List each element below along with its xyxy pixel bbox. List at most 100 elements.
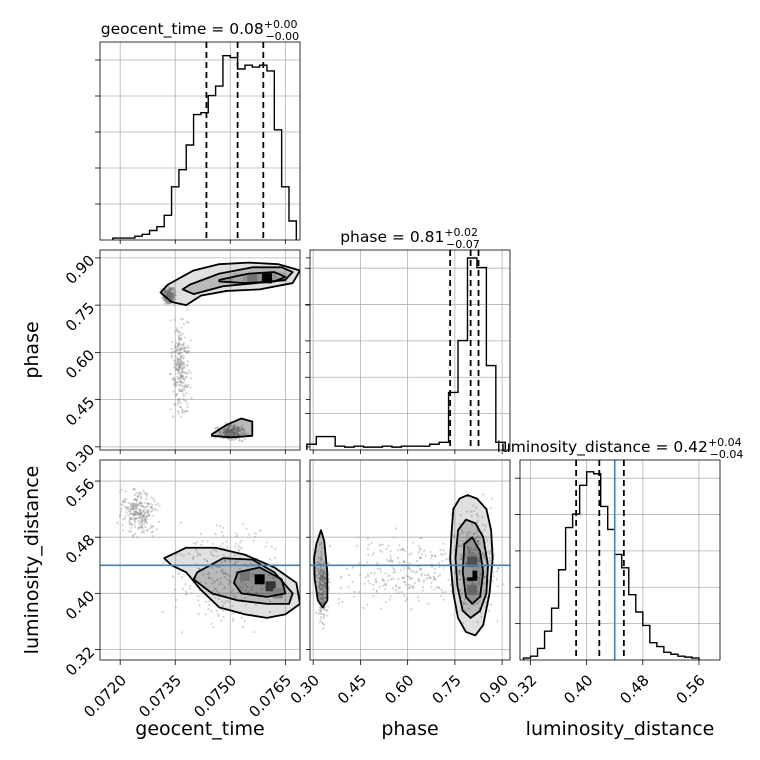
sample-point [216, 578, 219, 581]
sample-point [137, 494, 140, 498]
sample-point [461, 545, 464, 549]
sample-point [137, 512, 140, 516]
sample-point [178, 389, 181, 393]
sample-point [319, 619, 322, 622]
sample-point [197, 568, 201, 571]
sample-point [230, 425, 233, 428]
sample-point [133, 503, 136, 506]
sample-point [321, 576, 325, 579]
sample-point [198, 553, 201, 556]
sample-point [165, 290, 168, 293]
sample-point [179, 355, 182, 358]
sample-point [230, 434, 233, 437]
sample-point [168, 295, 172, 298]
sample-point [235, 542, 238, 545]
sample-point [237, 428, 241, 431]
sample-point [227, 426, 230, 429]
sample-point [172, 359, 176, 362]
sample-point [404, 583, 408, 586]
sample-point [323, 582, 327, 585]
sample-point [228, 559, 231, 562]
sample-point [178, 337, 181, 340]
sample-point [140, 514, 143, 517]
sample-point [189, 386, 192, 389]
sample-point [164, 288, 167, 292]
sample-point [318, 576, 321, 579]
sample-point [477, 560, 480, 563]
sample-point [245, 585, 249, 588]
sample-point [181, 408, 184, 411]
sample-point [174, 588, 177, 591]
sample-point [179, 346, 183, 349]
sample-point [389, 557, 392, 560]
sample-point [215, 571, 218, 574]
sample-point [179, 359, 183, 363]
sample-point [412, 585, 415, 588]
sample-point [463, 609, 467, 612]
sample-point [225, 599, 228, 603]
sample-point [183, 378, 186, 382]
sample-point [397, 577, 400, 581]
sample-point [323, 580, 326, 583]
sample-point [135, 507, 138, 510]
sample-point [222, 609, 225, 612]
sample-point [483, 582, 486, 586]
sample-point [169, 319, 172, 322]
sample-point [140, 530, 144, 534]
sample-point [235, 429, 238, 432]
sample-point [178, 338, 181, 341]
sample-point [324, 583, 327, 587]
sample-point [175, 349, 179, 352]
sample-point [164, 298, 168, 301]
sample-point [470, 554, 473, 557]
sample-point [196, 540, 199, 543]
sample-point [139, 518, 143, 521]
sample-point [242, 429, 246, 432]
sample-point [427, 576, 430, 580]
sample-point [173, 290, 176, 293]
sample-point [486, 550, 490, 554]
sample-point [317, 577, 320, 580]
sample-point [142, 489, 145, 492]
sample-point [167, 290, 170, 294]
sample-point [137, 526, 140, 529]
sample-point [417, 579, 420, 583]
sample-point [358, 562, 361, 565]
sample-point [125, 508, 128, 511]
sample-point [230, 428, 233, 431]
sample-point [235, 432, 238, 436]
sample-point [459, 573, 462, 576]
sample-point [190, 397, 193, 400]
sample-point [213, 437, 216, 440]
sample-point [226, 431, 229, 435]
sample-point [134, 498, 137, 502]
sample-point [143, 512, 147, 515]
sample-point [402, 548, 405, 551]
sample-point [476, 621, 479, 624]
sample-point [185, 409, 188, 412]
sample-point [175, 553, 178, 556]
sample-point [230, 428, 233, 431]
sample-point [337, 602, 340, 605]
sample-point [322, 592, 325, 595]
sample-point [232, 432, 235, 436]
sample-point [139, 501, 142, 504]
sample-point [232, 428, 235, 431]
sample-point [172, 384, 176, 387]
sample-point [268, 574, 271, 577]
sample-point [144, 511, 147, 514]
sample-point [323, 577, 326, 581]
sample-point [396, 548, 400, 552]
sample-point [168, 289, 172, 292]
sample-point [419, 557, 422, 560]
sample-point [165, 299, 168, 303]
sample-point [134, 525, 137, 528]
sample-point [181, 382, 184, 385]
sample-point [410, 570, 413, 573]
sample-point [418, 548, 422, 551]
sample-point [182, 394, 185, 397]
sample-point [407, 567, 410, 570]
sample-point [384, 587, 387, 591]
sample-point [232, 428, 235, 431]
sample-point [367, 553, 370, 556]
